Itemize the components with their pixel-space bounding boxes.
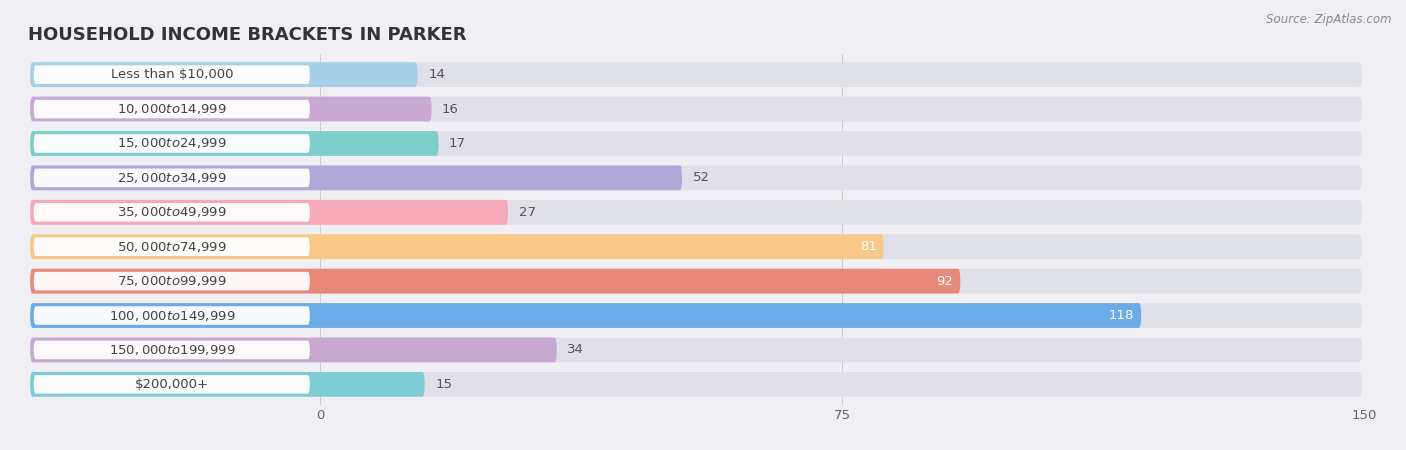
Text: $10,000 to $14,999: $10,000 to $14,999 — [117, 102, 226, 116]
Text: $75,000 to $99,999: $75,000 to $99,999 — [117, 274, 226, 288]
FancyBboxPatch shape — [34, 341, 309, 359]
Text: HOUSEHOLD INCOME BRACKETS IN PARKER: HOUSEHOLD INCOME BRACKETS IN PARKER — [28, 26, 467, 44]
FancyBboxPatch shape — [30, 269, 1362, 293]
FancyBboxPatch shape — [30, 62, 418, 87]
FancyBboxPatch shape — [34, 65, 309, 84]
Text: $100,000 to $149,999: $100,000 to $149,999 — [108, 309, 235, 323]
Text: $35,000 to $49,999: $35,000 to $49,999 — [117, 205, 226, 219]
Text: 34: 34 — [567, 343, 583, 356]
Text: Less than $10,000: Less than $10,000 — [111, 68, 233, 81]
FancyBboxPatch shape — [30, 97, 1362, 122]
FancyBboxPatch shape — [30, 338, 1362, 362]
FancyBboxPatch shape — [34, 100, 309, 118]
Text: $200,000+: $200,000+ — [135, 378, 208, 391]
Text: 81: 81 — [860, 240, 877, 253]
FancyBboxPatch shape — [30, 62, 1362, 87]
FancyBboxPatch shape — [34, 306, 309, 325]
Text: 14: 14 — [429, 68, 446, 81]
Text: $50,000 to $74,999: $50,000 to $74,999 — [117, 240, 226, 254]
FancyBboxPatch shape — [34, 203, 309, 221]
FancyBboxPatch shape — [30, 166, 682, 190]
Text: 15: 15 — [434, 378, 453, 391]
FancyBboxPatch shape — [34, 375, 309, 394]
FancyBboxPatch shape — [30, 372, 425, 397]
FancyBboxPatch shape — [34, 134, 309, 153]
FancyBboxPatch shape — [30, 131, 439, 156]
Text: $15,000 to $24,999: $15,000 to $24,999 — [117, 136, 226, 150]
Text: 52: 52 — [693, 171, 710, 184]
FancyBboxPatch shape — [30, 131, 1362, 156]
FancyBboxPatch shape — [30, 166, 1362, 190]
FancyBboxPatch shape — [30, 200, 1362, 225]
Text: $150,000 to $199,999: $150,000 to $199,999 — [108, 343, 235, 357]
Text: 27: 27 — [519, 206, 536, 219]
FancyBboxPatch shape — [30, 234, 884, 259]
FancyBboxPatch shape — [30, 200, 508, 225]
FancyBboxPatch shape — [34, 238, 309, 256]
FancyBboxPatch shape — [34, 272, 309, 290]
Text: 118: 118 — [1109, 309, 1135, 322]
FancyBboxPatch shape — [30, 338, 557, 362]
FancyBboxPatch shape — [30, 97, 432, 122]
Text: $25,000 to $34,999: $25,000 to $34,999 — [117, 171, 226, 185]
Text: 17: 17 — [449, 137, 465, 150]
FancyBboxPatch shape — [30, 303, 1142, 328]
FancyBboxPatch shape — [30, 372, 1362, 397]
Text: Source: ZipAtlas.com: Source: ZipAtlas.com — [1267, 14, 1392, 27]
FancyBboxPatch shape — [30, 234, 1362, 259]
Text: 92: 92 — [936, 274, 953, 288]
FancyBboxPatch shape — [30, 269, 960, 293]
Text: 16: 16 — [441, 103, 458, 116]
FancyBboxPatch shape — [30, 303, 1362, 328]
FancyBboxPatch shape — [34, 169, 309, 187]
